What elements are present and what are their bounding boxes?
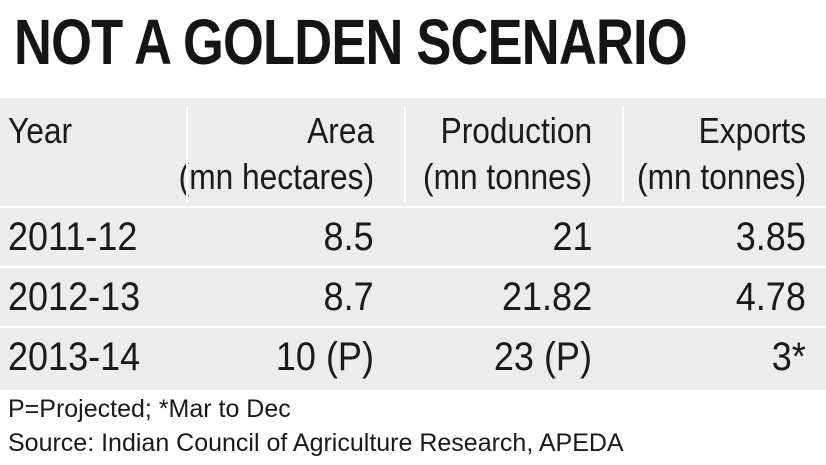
cell-exports: 3*: [771, 335, 806, 379]
table-row: 2012-13 8.7 21.82 4.78: [0, 268, 826, 326]
row-divider: [0, 266, 826, 268]
footnote-source: Source: Indian Council of Agriculture Re…: [8, 429, 624, 457]
cell-area: 8.7: [323, 275, 374, 319]
cell-production: 23 (P): [493, 335, 592, 379]
table-row: 2013-14 10 (P) 23 (P) 3*: [0, 328, 826, 388]
cell-year: 2012-13: [8, 275, 141, 319]
column-divider: [186, 106, 188, 202]
cell-production: 21: [551, 215, 592, 259]
chart-title: NOT A GOLDEN SCENARIO: [14, 6, 688, 78]
footnote-legend: P=Projected; *Mar to Dec: [8, 395, 291, 423]
table-header-row: Year Area (mn hectares) Production (mn t…: [0, 98, 826, 206]
column-divider: [622, 106, 624, 202]
header-year: Year: [8, 110, 73, 151]
cell-area: 8.5: [323, 215, 374, 259]
header-production: Production (mn tonnes): [422, 110, 592, 197]
cell-exports: 4.78: [735, 275, 806, 319]
cell-production: 21.82: [501, 275, 592, 319]
column-divider: [404, 106, 406, 202]
cell-year: 2011-12: [8, 215, 138, 259]
row-divider: [0, 326, 826, 328]
data-table: Year Area (mn hectares) Production (mn t…: [0, 98, 826, 390]
row-divider: [0, 206, 826, 208]
cell-exports: 3.85: [735, 215, 806, 259]
cell-year: 2013-14: [8, 335, 141, 379]
table-row: 2011-12 8.5 21 3.85: [0, 208, 826, 266]
header-area: Area (mn hectares): [178, 110, 374, 197]
header-exports: Exports (mn tonnes): [636, 110, 806, 197]
cell-area: 10 (P): [275, 335, 374, 379]
